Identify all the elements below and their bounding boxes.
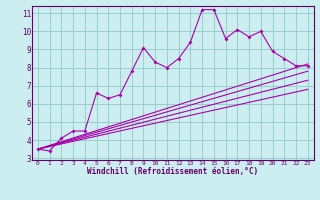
X-axis label: Windchill (Refroidissement éolien,°C): Windchill (Refroidissement éolien,°C) xyxy=(87,167,258,176)
